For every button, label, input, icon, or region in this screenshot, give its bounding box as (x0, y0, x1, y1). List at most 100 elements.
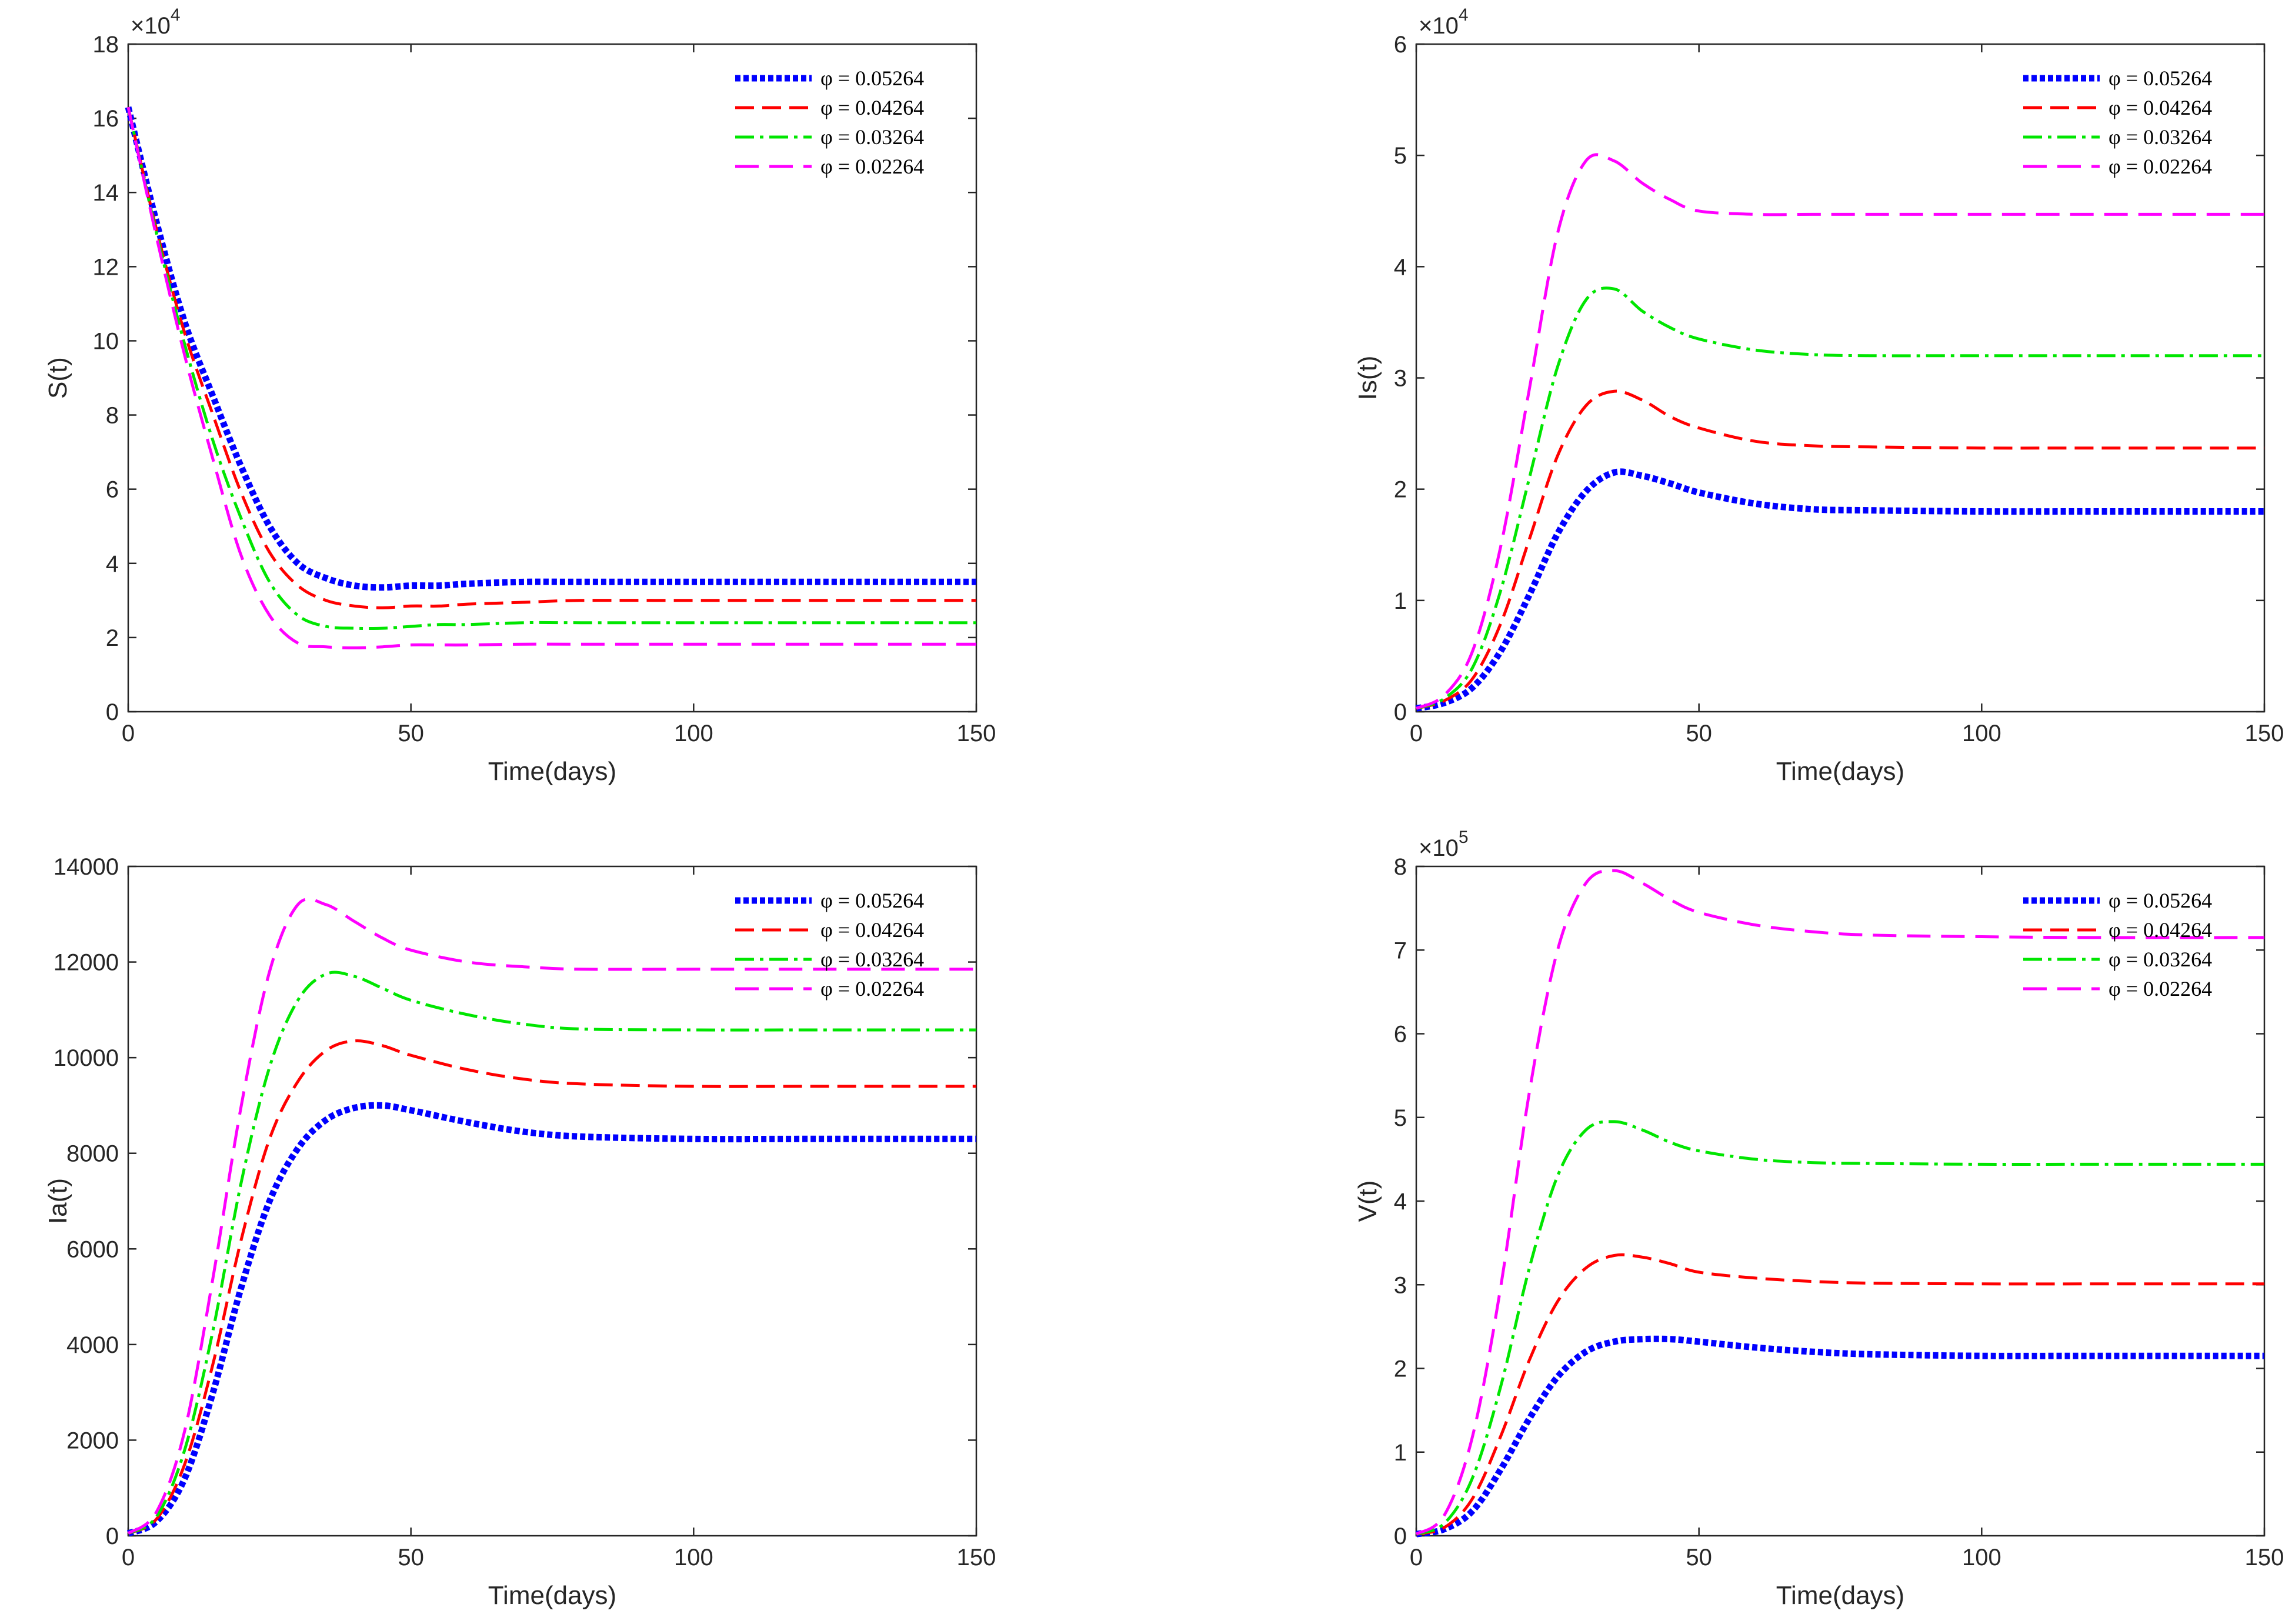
y-tick-label: 10 (93, 328, 119, 354)
y-tick-label: 6 (106, 477, 119, 503)
y-tick-label: 4000 (66, 1332, 119, 1358)
x-tick-label: 150 (2245, 1545, 2284, 1570)
legend-entry-label: φ = 0.04264 (2108, 918, 2212, 942)
y-tick-label: 2 (106, 625, 119, 651)
y-axis-label-S: S(t) (44, 357, 72, 399)
series-line-V-3 (1415, 869, 2265, 1536)
series-line-S-3 (126, 106, 976, 650)
y-tick-label: 4 (1394, 1189, 1407, 1215)
axis-multiplier-power: 4 (171, 5, 181, 25)
legend-entry-label: φ = 0.03264 (2108, 125, 2212, 149)
y-axis-label-Is: Is(t) (1353, 356, 1382, 401)
legend-entry-label: φ = 0.03264 (820, 948, 924, 971)
axis-multiplier-S: ×104 (131, 5, 181, 39)
legend-Is: φ = 0.05264 φ = 0.04264 φ = 0.03264 φ = 0.0… (2023, 66, 2212, 178)
axis-multiplier-Is: ×104 (1419, 5, 1469, 39)
y-tick-label: 14000 (54, 854, 119, 880)
x-tick-label: 50 (398, 1545, 424, 1570)
series-line-Is-3 (1415, 153, 2264, 710)
y-tick-label: 3 (1394, 366, 1407, 392)
y-tick-label: 16 (93, 106, 119, 132)
x-axis-label-S: Time(days) (488, 757, 616, 786)
chart-panel-V: 0 50 100 150 0 1 2 3 4 5 6 7 8 ×105 Time(days) V(t) φ = … (1353, 828, 2284, 1610)
y-tick-label: 8000 (66, 1141, 119, 1167)
x-tick-label: 0 (122, 721, 135, 746)
y-axis-label-Ia: Ia(t) (44, 1178, 72, 1224)
y-tick-label: 5 (1394, 1105, 1407, 1131)
legend-entry-label: φ = 0.03264 (2108, 948, 2212, 971)
x-axis-label-Ia: Time(days) (488, 1581, 616, 1610)
legend-entry-label: φ = 0.05264 (820, 66, 924, 90)
legend-entry-label: φ = 0.03264 (820, 125, 924, 149)
y-tick-label: 2 (1394, 477, 1407, 503)
y-tick-label: 0 (106, 1523, 119, 1549)
legend-entry-label: φ = 0.05264 (2108, 889, 2212, 912)
legend-entry-label: φ = 0.05264 (2108, 66, 2212, 90)
x-axis-label-V: Time(days) (1776, 1581, 1904, 1610)
y-tick-label: 2000 (66, 1428, 119, 1453)
x-tick-label: 100 (1962, 721, 2001, 746)
y-axis-label-V: V(t) (1353, 1181, 1382, 1222)
series-line-V-2 (1416, 1120, 2264, 1536)
y-tick-label: 7 (1394, 938, 1407, 963)
y-tick-label: 0 (106, 699, 119, 725)
legend-entry-label: φ = 0.04264 (820, 96, 924, 119)
y-tick-label: 0 (1394, 699, 1407, 725)
series-line-Ia-1 (127, 1039, 976, 1535)
y-tick-label: 6000 (66, 1236, 119, 1262)
x-tick-label: 50 (1686, 721, 1712, 746)
y-tick-label: 6 (1394, 1022, 1407, 1048)
series-line-S-2 (126, 106, 976, 631)
x-tick-label: 0 (1410, 1545, 1423, 1570)
legend-entry-label: φ = 0.04264 (820, 918, 924, 942)
series-line-S-0 (125, 106, 976, 591)
x-tick-label: 100 (1962, 1545, 2001, 1570)
x-tick-label: 150 (2245, 721, 2284, 746)
legend-V: φ = 0.05264 φ = 0.04264 φ = 0.03264 φ = 0.0… (2023, 889, 2212, 1001)
x-tick-label: 150 (957, 1545, 996, 1570)
x-tick-label: 150 (957, 721, 996, 746)
series-line-Ia-3 (127, 897, 976, 1535)
y-tick-label: 4 (106, 551, 119, 577)
chart-panel-Ia: 0 50 100 150 0 2000 4000 6000 8000 10000 12000 1400… (44, 854, 996, 1610)
y-tick-label: 14 (93, 180, 119, 206)
axis-multiplier-power: 4 (1459, 5, 1469, 25)
legend-entry-label: φ = 0.04264 (2108, 96, 2212, 119)
series-line-S-1 (126, 106, 976, 609)
x-axis-label-Is: Time(days) (1776, 757, 1904, 786)
series-line-Is-0 (1415, 468, 2264, 712)
x-tick-label: 50 (1686, 1545, 1712, 1570)
axis-multiplier-power: 5 (1459, 828, 1469, 847)
x-tick-label: 100 (674, 721, 713, 746)
y-tick-label: 6 (1394, 32, 1407, 58)
chart-panel-S: 0 50 100 150 0 2 4 6 8 10 12 14 16 18 ×104 Time(days) S(… (44, 5, 996, 786)
x-tick-label: 100 (674, 1545, 713, 1570)
series-line-Ia-2 (127, 971, 976, 1535)
y-tick-label: 12 (93, 254, 119, 280)
series-line-V-1 (1416, 1253, 2264, 1536)
x-tick-label: 50 (398, 721, 424, 746)
chart-panel-Is: 0 50 100 150 0 1 2 3 4 5 6 ×104 Time(days) Is(t) φ = 0… (1353, 5, 2284, 786)
legend-Ia: φ = 0.05264 φ = 0.04264 φ = 0.03264 φ = 0.0… (735, 889, 924, 1001)
series-line-V-0 (1415, 1335, 2264, 1538)
legend-entry-label: φ = 0.02264 (820, 977, 924, 1001)
y-tick-label: 0 (1394, 1523, 1407, 1549)
legend-entry-label: φ = 0.02264 (2108, 155, 2212, 178)
y-tick-label: 12000 (54, 950, 119, 976)
legend-S: φ = 0.05264 φ = 0.04264 φ = 0.03264 φ = 0.0… (735, 66, 924, 178)
plot-area-Is (1415, 43, 2266, 713)
legend-entry-label: φ = 0.02264 (2108, 977, 2212, 1001)
y-tick-label: 18 (93, 32, 119, 58)
y-tick-label: 2 (1394, 1356, 1407, 1382)
axis-multiplier-V: ×105 (1419, 828, 1469, 861)
x-tick-label: 0 (1410, 721, 1423, 746)
y-tick-label: 3 (1394, 1272, 1407, 1298)
y-tick-label: 1 (1394, 588, 1407, 614)
y-tick-label: 8 (106, 403, 119, 429)
y-tick-label: 10000 (54, 1045, 119, 1071)
x-tick-label: 0 (122, 1545, 135, 1570)
legend-entry-label: φ = 0.02264 (820, 155, 924, 178)
y-tick-label: 4 (1394, 254, 1407, 280)
y-tick-label: 1 (1394, 1440, 1407, 1466)
